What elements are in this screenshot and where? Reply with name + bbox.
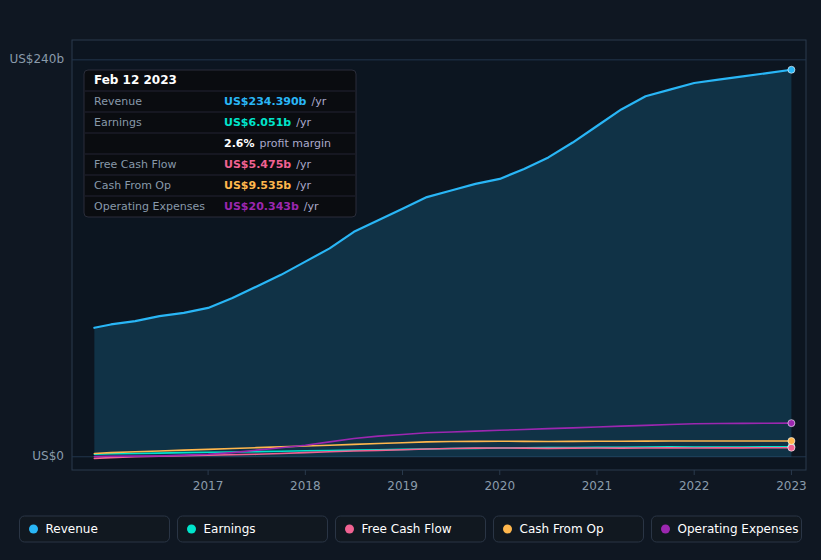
legend-label: Cash From Op <box>520 522 604 536</box>
tooltip-suffix: /yr <box>311 95 326 108</box>
tooltip: Feb 12 2023 Revenue US$234.390b/yr Earnings… <box>84 70 356 217</box>
x-tick-label: 2018 <box>290 479 321 493</box>
x-tick-label: 2023 <box>776 479 807 493</box>
plot-frame <box>72 40 806 470</box>
tooltip-label: Cash From Op <box>94 179 171 192</box>
tooltip-label: Earnings <box>94 116 142 129</box>
legend: Revenue Earnings Free Cash Flow Cash From O… <box>20 516 802 542</box>
tooltip-value: US$6.051b <box>224 116 291 129</box>
tooltip-box <box>84 70 356 217</box>
tooltip-label: Revenue <box>94 95 142 108</box>
x-tick <box>596 470 597 475</box>
tooltip-suffix: /yr <box>296 158 311 171</box>
x-tick <box>305 470 306 475</box>
tooltip-label: Operating Expenses <box>94 200 205 213</box>
x-tick <box>402 470 403 475</box>
tooltip-label: Free Cash Flow <box>94 158 177 171</box>
tooltip-separator <box>85 133 355 134</box>
legend-swatch <box>187 525 196 534</box>
legend-label: Free Cash Flow <box>362 522 452 536</box>
legend-swatch <box>345 525 354 534</box>
tooltip-separator <box>85 112 355 113</box>
x-tick-label: 2020 <box>484 479 515 493</box>
tooltip-value: 2.6% <box>224 137 255 150</box>
tooltip-value: US$9.535b <box>224 179 291 192</box>
x-tick-label: 2022 <box>679 479 710 493</box>
legend-label: Earnings <box>204 522 256 536</box>
tooltip-separator <box>85 154 355 155</box>
x-tick <box>791 470 792 475</box>
series-line <box>94 423 791 456</box>
x-tick-label: 2019 <box>387 479 418 493</box>
tooltip-value: US$5.475b <box>224 158 291 171</box>
legend-swatch <box>661 525 670 534</box>
end-dot <box>788 437 795 444</box>
tooltip-suffix: profit margin <box>260 137 332 150</box>
tooltip-suffix: /yr <box>304 200 319 213</box>
legend-swatch <box>29 525 38 534</box>
tooltip-separator <box>85 91 355 92</box>
tooltip-value: US$20.343b <box>224 200 299 213</box>
y-tick-label: US$0 <box>32 449 64 463</box>
x-tick-label: 2021 <box>582 479 613 493</box>
x-tick <box>499 470 500 475</box>
legend-label: Revenue <box>46 522 98 536</box>
tooltip-separator <box>85 196 355 197</box>
legend-label: Operating Expenses <box>678 522 799 536</box>
legend-item <box>652 516 802 542</box>
x-tick <box>208 470 209 475</box>
legend-item <box>178 516 328 542</box>
legend-item <box>336 516 486 542</box>
legend-item <box>494 516 644 542</box>
x-tick-label: 2017 <box>193 479 224 493</box>
legend-swatch <box>503 525 512 534</box>
end-dot <box>788 444 795 451</box>
series-line <box>94 441 791 453</box>
tooltip-value: US$234.390b <box>224 95 307 108</box>
end-dot <box>788 66 795 73</box>
end-dot <box>788 420 795 427</box>
tooltip-suffix: /yr <box>296 116 311 129</box>
background <box>0 0 821 560</box>
tooltip-suffix: /yr <box>296 179 311 192</box>
tooltip-separator <box>85 175 355 176</box>
grid-line <box>72 59 806 60</box>
chart: US$0 US$240b 2017 2018 2019 2020 2021 2022 2023 F… <box>0 0 821 560</box>
tooltip-title: Feb 12 2023 <box>94 73 177 87</box>
y-tick-label: US$240b <box>9 52 64 66</box>
legend-item <box>20 516 170 542</box>
x-tick <box>694 470 695 475</box>
